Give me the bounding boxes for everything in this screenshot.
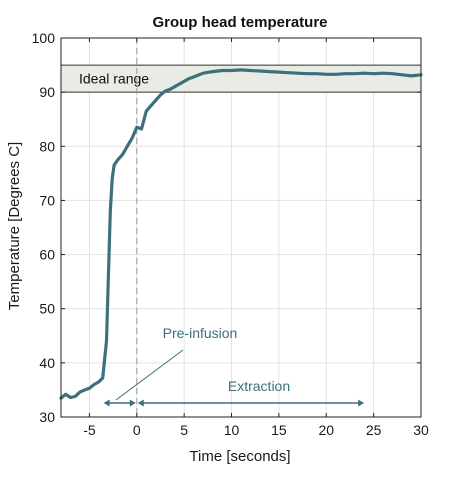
chart-title: Group head temperature [152,14,327,31]
preinfusion-arrowhead-left [103,399,110,407]
y-axis-label: Temperature [Degrees C] [6,142,23,310]
axes [60,37,422,418]
x-tick-label: 20 [318,422,334,438]
preinfusion-pointer [115,349,184,401]
extraction-arrowhead-right [358,399,365,407]
y-tick-label: 90 [39,84,55,100]
y-tick-label: 50 [39,301,55,317]
x-axis-label: Time [seconds] [189,448,290,465]
series-layer [59,68,423,400]
y-tick-label: 40 [39,355,55,371]
y-tick-label: 30 [39,409,55,425]
x-tick-label: 15 [271,422,287,438]
tick-labels: -5 0 5 10 15 20 25 30 30 40 50 60 70 80 90 100 [32,30,429,438]
x-tick-label: 0 [133,422,141,438]
y-tick-label: 60 [39,247,55,263]
y-tick-label: 70 [39,192,55,208]
preinfusion-label: Pre-infusion [163,325,238,341]
y-tick-label: 100 [32,30,56,46]
x-tick-label: 10 [224,422,240,438]
preinfusion-arrowhead-right [129,399,136,407]
y-tick-label: 80 [39,138,55,154]
plot-frame [60,37,422,418]
x-tick-label: 5 [180,422,188,438]
temperature-line [59,68,423,400]
annotations: Pre-infusion Extraction [103,325,365,407]
grid [61,37,422,418]
ideal-range-band: Ideal range [61,64,421,93]
x-tick-label: -5 [83,422,96,438]
extraction-label: Extraction [228,378,290,394]
x-tick-label: 30 [413,422,429,438]
ideal-range-label: Ideal range [79,71,149,87]
x-tick-label: 25 [366,422,382,438]
extraction-arrowhead-left [137,399,144,407]
